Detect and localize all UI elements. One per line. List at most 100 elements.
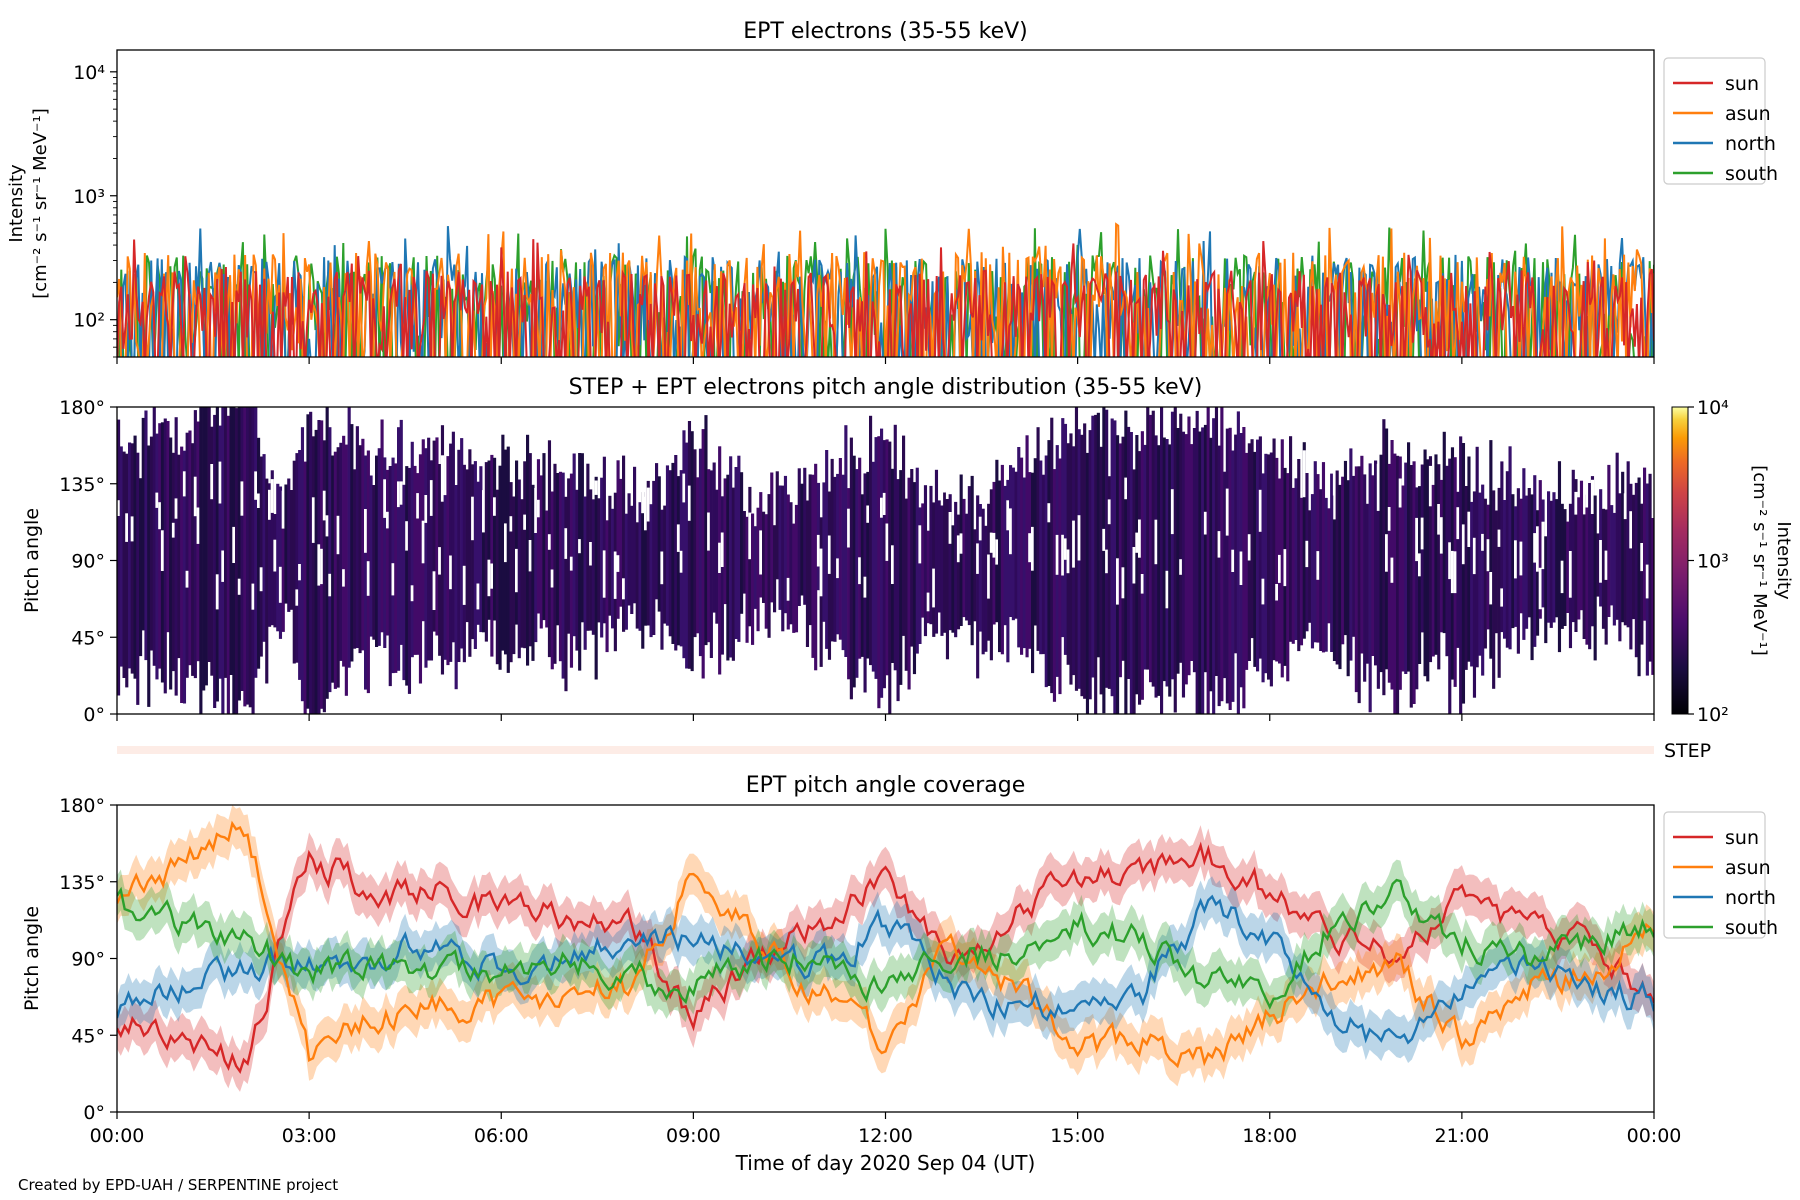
- heatmap-column: [1041, 474, 1046, 655]
- heatmap-column: [737, 455, 741, 642]
- heatmap-column: [792, 523, 796, 633]
- heatmap-column: [967, 486, 971, 626]
- heatmap-column: [665, 465, 670, 626]
- heatmap-column: [1448, 458, 1452, 714]
- heatmap-column: [545, 510, 549, 628]
- heatmap-column: [767, 494, 771, 638]
- heatmap-column: [215, 407, 219, 702]
- heatmap-gap: [536, 499, 541, 518]
- heatmap-column: [292, 460, 296, 664]
- heatmap-column: [902, 435, 906, 636]
- heatmap-column: [1310, 494, 1315, 649]
- heatmap-column: [893, 424, 897, 671]
- heatmap-column: [229, 407, 233, 675]
- heatmap-column: [407, 467, 412, 694]
- heatmap-column: [1481, 484, 1485, 676]
- heatmap-gap: [646, 487, 650, 522]
- heatmap-gap: [827, 535, 832, 574]
- heatmap-column: [1061, 418, 1065, 638]
- heatmap-column: [833, 476, 837, 642]
- heatmap-column: [128, 442, 132, 669]
- heatmap-column: [1511, 494, 1515, 629]
- heatmap-column: [586, 463, 590, 631]
- heatmap-gap: [682, 473, 686, 503]
- heatmap-column: [644, 509, 648, 626]
- panel3-ylabel-text: Pitch angle: [21, 906, 43, 1011]
- heatmap-column: [1113, 420, 1117, 714]
- heatmap-column: [443, 495, 447, 660]
- heatmap-column: [1088, 430, 1092, 700]
- colorbar-tick-label: 10⁴: [1697, 397, 1729, 419]
- heatmap-column: [468, 449, 472, 657]
- heatmap-column: [674, 455, 678, 651]
- heatmap-column: [484, 462, 488, 642]
- heatmap-gap: [995, 539, 999, 565]
- heatmap-column: [1643, 467, 1647, 621]
- heatmap-column: [1017, 447, 1021, 648]
- heatmap-gap: [932, 568, 936, 608]
- heatmap-column: [693, 449, 697, 638]
- heatmap-column: [981, 508, 985, 655]
- heatmap-column: [646, 480, 650, 626]
- heatmap-gap: [578, 539, 582, 554]
- heatmap-column: [984, 525, 988, 652]
- intensity-line-sun: [117, 239, 1654, 357]
- heatmap-column: [515, 460, 519, 625]
- heatmap-gap: [534, 488, 538, 533]
- heatmap-column: [361, 438, 365, 651]
- coverage-line-sun: [117, 841, 1654, 1075]
- heatmap-column: [627, 493, 631, 606]
- heatmap-column: [1536, 510, 1540, 636]
- heatmap-column: [397, 427, 401, 671]
- heatmap-column: [1538, 480, 1542, 619]
- heatmap-column: [803, 467, 807, 605]
- heatmap-column: [649, 504, 653, 638]
- heatmap-column: [517, 479, 521, 659]
- heatmap-gap: [1116, 558, 1120, 605]
- heatmap-column: [1352, 475, 1356, 637]
- heatmap-column: [358, 445, 362, 654]
- heatmap-column: [978, 504, 982, 632]
- heatmap-column: [1442, 431, 1446, 634]
- heatmap-column: [954, 501, 958, 638]
- heatmap-gap: [1203, 511, 1208, 535]
- heatmap-gap: [416, 493, 420, 519]
- heatmap-column: [668, 470, 672, 637]
- heatmap-column: [657, 476, 661, 612]
- heatmap-gap: [987, 554, 991, 599]
- intensity-line-north: [120, 226, 1654, 357]
- heatmap-column: [567, 478, 571, 634]
- heatmap-column: [1376, 490, 1380, 689]
- heatmap-column: [989, 489, 993, 661]
- heatmap-column: [1151, 410, 1155, 687]
- heatmap-gap: [1179, 559, 1183, 575]
- heatmap-column: [756, 507, 760, 632]
- heatmap-column: [1585, 494, 1589, 645]
- heatmap-column: [1632, 494, 1636, 620]
- heatmap-gap: [1072, 520, 1076, 568]
- heatmap-column: [1374, 460, 1378, 666]
- heatmap-column: [561, 472, 565, 679]
- step-label: STEP: [1664, 740, 1711, 762]
- heatmap-column: [435, 437, 439, 636]
- heatmap-column: [1267, 454, 1271, 680]
- heatmap-gap: [386, 511, 390, 529]
- heatmap-column: [860, 494, 864, 657]
- heatmap-column: [427, 437, 431, 661]
- heatmap-column: [1000, 464, 1004, 655]
- heatmap-column: [344, 444, 348, 696]
- heatmap-column: [1264, 453, 1268, 674]
- heatmap-column: [1360, 455, 1364, 654]
- colorbar-tick-label: 10³: [1697, 551, 1729, 573]
- heatmap-gap: [193, 476, 197, 517]
- heatmap-column: [1525, 495, 1529, 629]
- heatmap-column: [915, 467, 919, 654]
- heatmap-column: [880, 428, 884, 698]
- heatmap-column: [1236, 411, 1240, 714]
- heatmap-gap: [1278, 554, 1282, 583]
- heatmap-column: [501, 434, 505, 651]
- heatmap-column: [171, 452, 176, 672]
- heatmap-gap: [528, 540, 532, 572]
- heatmap-column: [685, 442, 689, 669]
- heatmap-column: [1127, 426, 1131, 679]
